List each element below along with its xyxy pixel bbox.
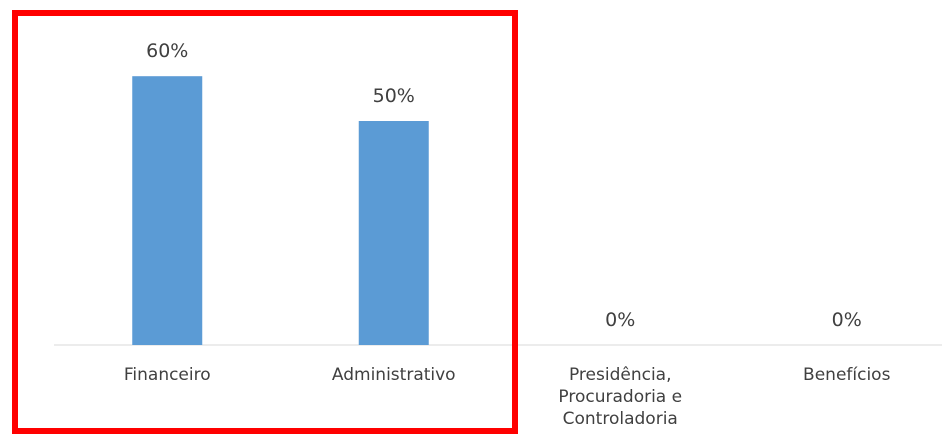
x-tick-label: Benefícios (803, 365, 891, 385)
x-tick-label: Financeiro (123, 365, 211, 385)
bar (132, 76, 203, 345)
data-label: 0% (605, 309, 635, 331)
highlight-box (12, 10, 518, 434)
data-label: 0% (832, 309, 862, 331)
data-label: 50% (373, 85, 415, 107)
x-tick-label: Presidência, Procuradoria e Controladori… (558, 365, 683, 429)
x-tick-label: Administrativo (331, 365, 456, 385)
data-label: 60% (146, 40, 188, 62)
bar (358, 121, 429, 345)
marks: 60% 50% 0% 0% (132, 40, 862, 345)
